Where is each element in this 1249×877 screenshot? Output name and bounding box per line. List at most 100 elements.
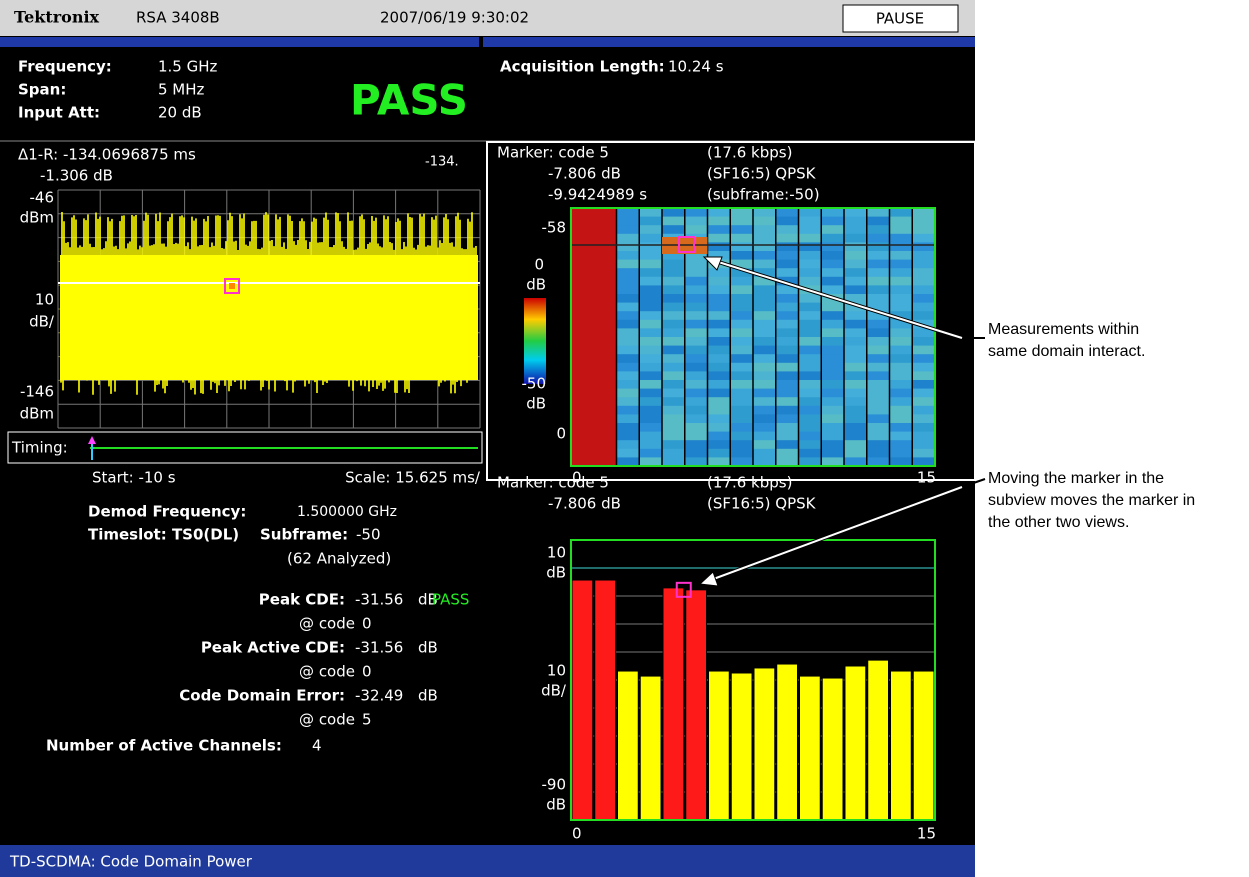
codogram-cell	[866, 251, 890, 261]
codogram-cell	[866, 276, 890, 286]
codogram-cell	[616, 457, 640, 467]
readout: -1.306 dB	[40, 167, 113, 185]
marker-readout: Marker: code 5	[497, 474, 609, 492]
codogram-cell	[889, 208, 913, 218]
codogram-cell	[866, 302, 890, 312]
codogram-cell	[912, 337, 935, 347]
y-label: 0	[556, 425, 566, 443]
tab-bar	[483, 37, 975, 47]
codogram-cell	[866, 440, 890, 450]
codogram-cell	[753, 457, 776, 467]
codogram-cell	[707, 405, 731, 415]
codogram-cell	[730, 276, 753, 286]
codogram-cell	[639, 259, 662, 269]
x-label: 15	[917, 469, 936, 487]
codogram-cell	[866, 285, 890, 295]
codogram-cell	[844, 457, 867, 467]
result-unit: dB	[418, 687, 438, 705]
codogram-cell	[753, 328, 776, 338]
codogram-cell	[753, 397, 776, 407]
codogram-cell	[753, 208, 776, 218]
codogram-cell	[775, 233, 799, 243]
codogram-cell	[639, 423, 662, 433]
marker-info: (17.6 kbps)	[707, 144, 792, 162]
callout-text: the other two views.	[988, 514, 1129, 531]
result-value: -32.49	[355, 687, 403, 705]
codogram-cell	[684, 431, 708, 441]
codogram-cell	[753, 259, 776, 269]
codogram-cell	[753, 319, 776, 329]
codogram-cell	[844, 216, 867, 226]
codogram-cell	[684, 294, 708, 304]
bar	[730, 672, 753, 821]
codogram-cell	[912, 311, 935, 321]
codogram-cell	[798, 423, 822, 433]
codogram-cell	[889, 457, 913, 467]
codogram-cell	[821, 431, 844, 441]
codogram-cell	[821, 414, 844, 424]
codogram-cell	[844, 233, 867, 243]
codogram-cell	[821, 397, 844, 407]
codogram-cell	[821, 242, 844, 252]
codogram-cell	[662, 208, 685, 218]
codogram-cell	[662, 251, 685, 261]
codogram-cell	[798, 311, 822, 321]
brand: Tektronix	[14, 8, 100, 27]
codogram-cell	[684, 405, 708, 415]
codogram-cell	[639, 208, 662, 218]
bar	[708, 670, 730, 821]
codogram-cell	[798, 259, 822, 269]
codogram-cell	[753, 233, 776, 243]
codogram-cell	[844, 319, 867, 329]
codogram-cell	[798, 345, 822, 355]
codogram-cell	[707, 268, 731, 278]
status-box[interactable]	[842, 4, 959, 33]
codogram-cell	[912, 457, 935, 467]
codogram-cell	[775, 242, 799, 252]
result-value: -31.56	[355, 591, 403, 609]
y-label: 10	[547, 662, 566, 680]
codogram-cell	[662, 328, 685, 338]
codogram-cell	[684, 345, 708, 355]
codogram-cell	[775, 294, 799, 304]
codogram-cell	[821, 440, 844, 450]
codogram-cell	[775, 302, 799, 312]
status[interactable]: PAUSE	[876, 10, 924, 28]
codogram-cell	[912, 388, 935, 398]
codogram-cell	[866, 216, 890, 226]
codogram-cell	[775, 285, 799, 295]
codogram-cell	[730, 242, 753, 252]
bar	[639, 675, 662, 821]
timing-label: Timing:	[11, 439, 68, 457]
codogram-cell	[821, 233, 844, 243]
codogram-cell	[775, 371, 799, 381]
codogram-cell	[730, 225, 753, 235]
codogram-cell	[889, 233, 913, 243]
codogram-cell	[707, 388, 731, 398]
codogram-cell	[684, 259, 708, 269]
codogram-cell	[639, 397, 662, 407]
codogram-cell	[753, 448, 776, 458]
codogram-cell	[730, 233, 753, 243]
codogram-cell	[844, 345, 867, 355]
codogram-cell	[798, 337, 822, 347]
codogram-cell	[844, 423, 867, 433]
codogram-cell	[662, 414, 685, 424]
y-unit: dB/	[29, 313, 55, 331]
setting-value: 20 dB	[158, 104, 202, 122]
marker-readout: -7.806 dB	[548, 165, 621, 183]
footer: TD-SCDMA: Code Domain Power	[9, 853, 253, 871]
codogram-cell	[912, 423, 935, 433]
codogram-cell	[798, 380, 822, 390]
codogram-cell	[639, 457, 662, 467]
codogram-cell	[616, 388, 640, 398]
codogram-cell	[798, 405, 822, 415]
codogram-cell	[753, 414, 776, 424]
codogram-cell	[616, 208, 640, 218]
codogram-cell	[844, 208, 867, 218]
codogram-cell	[662, 216, 685, 226]
codogram-cell	[684, 216, 708, 226]
codogram-cell	[775, 457, 799, 467]
codogram-cell	[684, 448, 708, 458]
